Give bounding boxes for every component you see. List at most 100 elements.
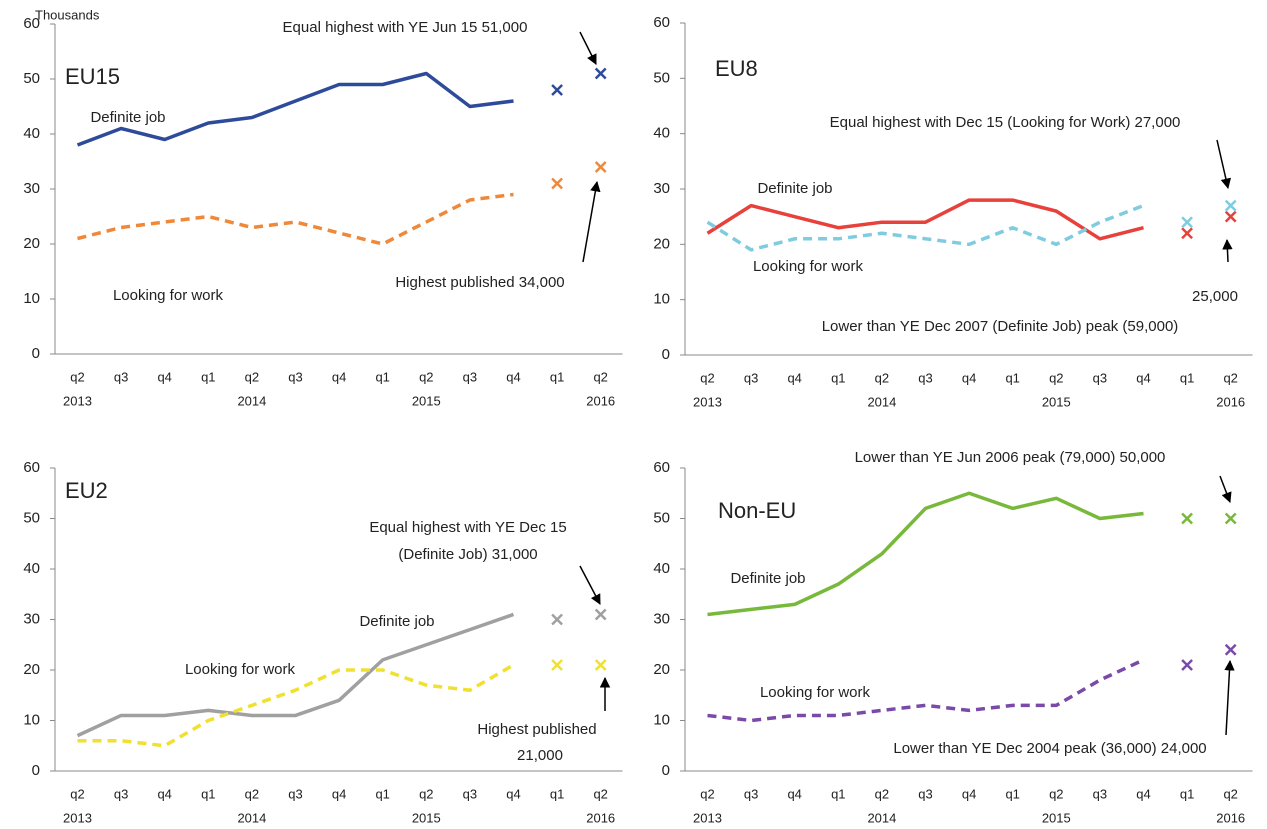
arrow bbox=[579, 565, 601, 605]
chart-title: EU15 bbox=[65, 64, 120, 89]
estimate-marker bbox=[551, 177, 563, 190]
series-line bbox=[706, 198, 1144, 241]
estimate-marker bbox=[551, 613, 563, 626]
x-tick-label: q2 bbox=[593, 369, 607, 384]
estimate-marker bbox=[1224, 210, 1237, 223]
x-tick-label: q4 bbox=[1136, 786, 1150, 801]
series-label: Looking for work bbox=[113, 287, 224, 304]
x-tick-label: q1 bbox=[1180, 370, 1194, 385]
x-tick-label: q1 bbox=[1005, 786, 1019, 801]
chart-title: EU2 bbox=[65, 478, 108, 503]
annotation: Equal highest with YE Dec 15 bbox=[369, 519, 566, 536]
y-tick-label: 40 bbox=[23, 560, 40, 577]
series-label: Looking for work bbox=[760, 684, 871, 701]
chart-title: EU8 bbox=[715, 56, 758, 81]
marker-stroke bbox=[594, 608, 607, 621]
year-label: 2013 bbox=[693, 394, 722, 409]
marker-stroke bbox=[594, 161, 607, 173]
chart-panel: EU2 0 10 20 30 40 50 60 q2 2013 q3 q4 q1 q2 2014 q3 q4 q1… bbox=[23, 459, 623, 825]
x-tick-label: q3 bbox=[114, 786, 128, 801]
x-tick-label: q4 bbox=[787, 786, 801, 801]
arrow bbox=[582, 180, 601, 263]
year-label: 2016 bbox=[1216, 810, 1245, 825]
x-tick-label: q3 bbox=[1093, 370, 1107, 385]
x-tick-label: q1 bbox=[831, 786, 845, 801]
x-tick-label: q2 bbox=[419, 369, 433, 384]
y-tick-label: 30 bbox=[653, 180, 670, 197]
x-tick-label: q1 bbox=[1005, 370, 1019, 385]
x-tick-label: q2 bbox=[1049, 786, 1063, 801]
series-line bbox=[77, 663, 515, 748]
year-label: 2014 bbox=[237, 393, 266, 408]
x-tick-label: q2 bbox=[70, 786, 84, 801]
x-tick-label: q1 bbox=[201, 786, 215, 801]
y-tick-label: 50 bbox=[653, 69, 670, 86]
y-tick-label: 10 bbox=[23, 290, 40, 307]
marker-stroke bbox=[594, 67, 607, 80]
series-label: Definite job bbox=[90, 109, 165, 126]
marker-stroke bbox=[551, 659, 563, 671]
annotation: Lower than YE Jun 2006 peak (79,000) 50,… bbox=[855, 449, 1166, 466]
x-tick-label: q2 bbox=[1223, 370, 1237, 385]
estimate-marker bbox=[1224, 643, 1237, 656]
y-tick-label: 60 bbox=[653, 14, 670, 31]
x-tick-label: q3 bbox=[463, 786, 477, 801]
marker-stroke bbox=[1181, 512, 1193, 525]
series-line bbox=[707, 491, 1144, 617]
year-label: 2015 bbox=[1042, 810, 1071, 825]
chart-panel: EU15 Thousands 0 10 20 30 40 50 60 q2 2013 q3 q4 q1 q2… bbox=[23, 7, 623, 408]
x-tick-label: q4 bbox=[1136, 370, 1150, 385]
x-tick-label: q3 bbox=[114, 369, 128, 384]
chart-panel: Non-EU 0 10 20 30 40 50 60 q2 2013 q3 q4 q1 q2 2014 q3 q… bbox=[653, 449, 1253, 825]
x-tick-label: q1 bbox=[550, 786, 564, 801]
series-line bbox=[706, 203, 1145, 252]
x-tick-label: q2 bbox=[593, 786, 607, 801]
series-label: Definite job bbox=[730, 570, 805, 587]
annotation: (Definite Job) 31,000 bbox=[398, 546, 537, 563]
y-tick-label: 10 bbox=[23, 711, 40, 728]
y-tick-label: 20 bbox=[653, 235, 670, 252]
x-tick-label: q1 bbox=[375, 369, 389, 384]
series-label: Definite job bbox=[757, 180, 832, 197]
marker-stroke bbox=[551, 177, 563, 190]
y-tick-label: 40 bbox=[653, 560, 670, 577]
x-tick-label: q3 bbox=[288, 369, 302, 384]
marker-stroke bbox=[1181, 659, 1193, 671]
y-tick-label: 40 bbox=[23, 125, 40, 142]
series-line bbox=[76, 71, 514, 147]
estimate-marker bbox=[551, 659, 563, 671]
y-tick-label: 30 bbox=[23, 180, 40, 197]
x-tick-label: q3 bbox=[918, 786, 932, 801]
estimate-marker bbox=[1224, 512, 1237, 525]
y-tick-label: 30 bbox=[653, 610, 670, 627]
y-tick-label: 20 bbox=[23, 661, 40, 678]
axis-unit: Thousands bbox=[35, 7, 100, 22]
x-tick-label: q4 bbox=[787, 370, 801, 385]
chart-panel: EU8 0 10 20 30 40 50 60 q2 2013 q3 q4 q1 q2 2014 q3 q4 q1… bbox=[653, 14, 1253, 409]
marker-stroke bbox=[1224, 643, 1237, 656]
y-tick-label: 10 bbox=[653, 711, 670, 728]
annotation: Lower than YE Dec 2004 peak (36,000) 24,… bbox=[893, 740, 1206, 757]
annotation: 21,000 bbox=[517, 747, 563, 764]
series-label: Looking for work bbox=[753, 258, 864, 275]
year-label: 2016 bbox=[1216, 394, 1245, 409]
x-tick-label: q2 bbox=[245, 786, 259, 801]
y-tick-label: 60 bbox=[23, 15, 40, 32]
x-tick-label: q1 bbox=[1180, 786, 1194, 801]
marker-stroke bbox=[1181, 227, 1193, 240]
annotation: Equal highest with YE Jun 15 51,000 bbox=[283, 19, 528, 36]
y-tick-label: 50 bbox=[23, 70, 40, 87]
arrow bbox=[1216, 139, 1232, 190]
y-tick-label: 0 bbox=[662, 346, 670, 363]
x-tick-label: q4 bbox=[332, 369, 346, 384]
y-tick-label: 40 bbox=[653, 125, 670, 142]
y-tick-label: 50 bbox=[653, 509, 670, 526]
marker-stroke bbox=[551, 84, 563, 96]
y-tick-label: 50 bbox=[23, 509, 40, 526]
x-tick-label: q1 bbox=[550, 369, 564, 384]
marker-stroke bbox=[1181, 216, 1193, 229]
year-label: 2014 bbox=[867, 810, 896, 825]
x-tick-label: q4 bbox=[332, 786, 346, 801]
estimate-marker bbox=[1181, 512, 1193, 525]
x-tick-label: q4 bbox=[506, 786, 520, 801]
